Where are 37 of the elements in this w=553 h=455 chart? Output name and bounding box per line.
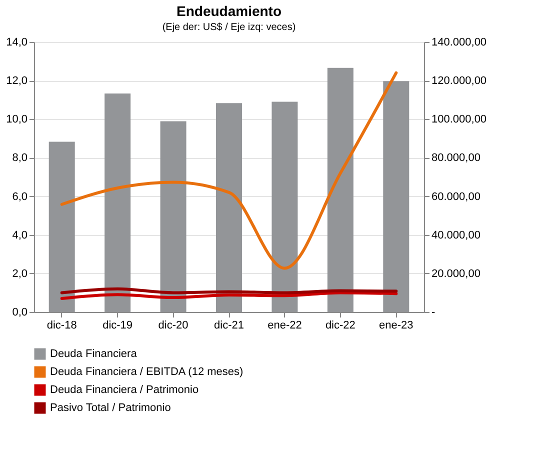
y2-tick-label: 100.000,00 bbox=[432, 114, 487, 126]
bar bbox=[48, 142, 75, 312]
y-tick-label: 6,0 bbox=[12, 190, 28, 203]
x-tick-label: ene-23 bbox=[379, 320, 414, 332]
x-tick-label: dic-20 bbox=[158, 320, 188, 332]
line-series bbox=[60, 71, 398, 270]
bar bbox=[272, 102, 298, 312]
bar bbox=[383, 81, 410, 312]
y2-tick-label: 40.000,00 bbox=[432, 229, 480, 242]
legend-label: Pasivo Total / Patrimonio bbox=[50, 402, 171, 414]
bar bbox=[104, 93, 131, 312]
x-tick-label: ene-22 bbox=[268, 320, 302, 332]
y-tick-label: 14,0 bbox=[6, 36, 28, 48]
y2-tick-label: 60.000,00 bbox=[432, 190, 480, 203]
legend-label: Deuda Financiera / Patrimonio bbox=[50, 384, 199, 396]
bar bbox=[216, 103, 242, 312]
y-tick-label: 2,0 bbox=[12, 268, 28, 280]
legend-label: Deuda Financiera bbox=[50, 348, 138, 360]
y-tick-label: 12,0 bbox=[6, 75, 28, 88]
y-tick-label: 10,0 bbox=[6, 114, 28, 126]
x-tick-label: dic-18 bbox=[46, 320, 77, 332]
y2-tick-label: 80.000,00 bbox=[432, 152, 480, 164]
y2-tick-label: - bbox=[432, 306, 436, 318]
y-tick-label: 0,0 bbox=[12, 306, 28, 318]
chart-title: Endeudamiento bbox=[176, 3, 282, 19]
bar bbox=[327, 68, 354, 312]
y2-tick-label: 20.000,00 bbox=[432, 268, 480, 280]
x-tick-label: dic-21 bbox=[214, 320, 244, 332]
bar bbox=[160, 121, 186, 312]
x-tick-label: dic-22 bbox=[325, 320, 356, 332]
y2-tick-label: 120.000,00 bbox=[432, 75, 487, 88]
y2-tick-label: 140.000,00 bbox=[432, 36, 487, 48]
x-tick-label: dic-19 bbox=[102, 320, 133, 332]
chart-subtitle: (Eje der: US$ / Eje izq: veces) bbox=[162, 22, 296, 33]
y-tick-label: 8,0 bbox=[12, 152, 28, 164]
y-tick-label: 4,0 bbox=[12, 229, 28, 242]
legend-label: Deuda Financiera / EBITDA (12 meses) bbox=[50, 366, 244, 378]
